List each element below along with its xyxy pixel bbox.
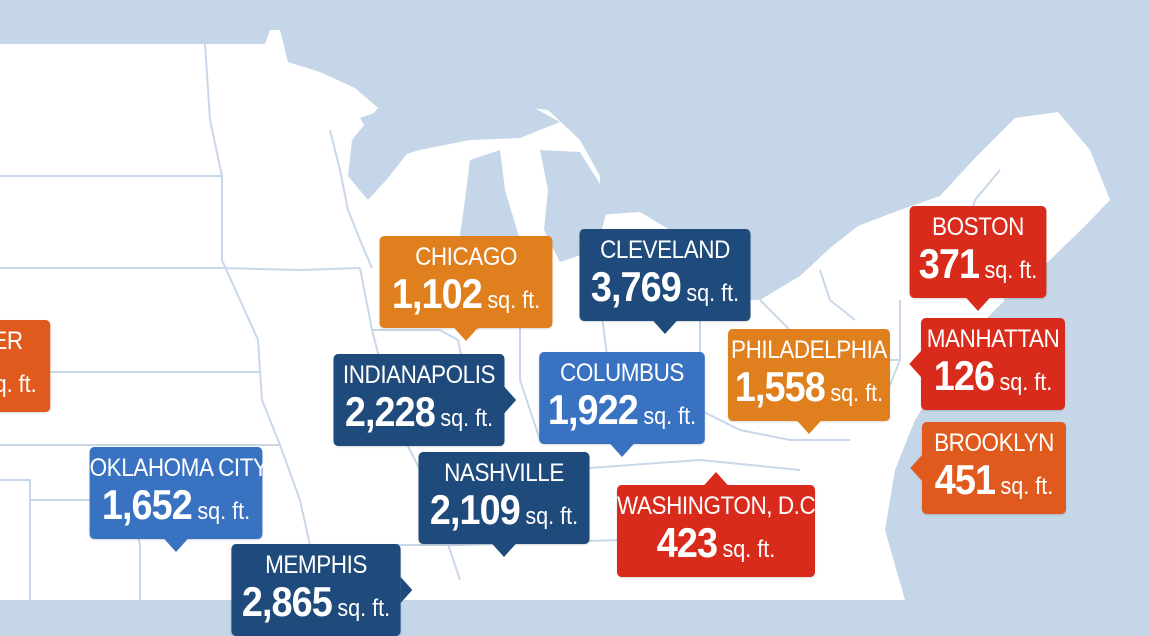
size-value: 2,865 xyxy=(241,578,333,625)
marker-nashville[interactable]: NASHVILLE 2,109 sq. ft. xyxy=(418,452,590,557)
size-line: 371 sq. ft. xyxy=(910,242,1047,296)
size-unit: sq. ft. xyxy=(984,257,1038,284)
size-line: 126 sq. ft. xyxy=(921,354,1065,408)
size-unit: sq. ft. xyxy=(197,498,251,525)
size-value: 2,228 xyxy=(344,388,436,435)
size-value: 371 xyxy=(918,240,980,287)
marker-pointer xyxy=(653,321,677,334)
size-line: sq. ft. xyxy=(0,356,50,410)
marker-oklahoma-city[interactable]: OKLAHOMA CITY 1,652 sq. ft. xyxy=(89,447,268,552)
size-line: 1,102 sq. ft. xyxy=(380,272,553,326)
size-line: 1,558 sq. ft. xyxy=(728,365,890,419)
city-name: MANHATTAN xyxy=(926,325,1060,353)
size-value: 451 xyxy=(934,456,996,503)
size-unit: sq. ft. xyxy=(487,287,541,314)
marker-brooklyn[interactable]: BROOKLYN 451 sq. ft. xyxy=(910,422,1066,514)
size-value: 3,769 xyxy=(590,263,682,310)
city-name: BOSTON xyxy=(932,213,1024,241)
size-line: 2,109 sq. ft. xyxy=(419,488,590,542)
city-name: COLUMBUS xyxy=(560,359,684,387)
size-unit: sq. ft. xyxy=(440,405,494,432)
city-name: CLEVELAND xyxy=(600,236,730,264)
marker-boston[interactable]: BOSTON 371 sq. ft. xyxy=(909,206,1047,311)
size-value: 423 xyxy=(656,519,718,566)
size-line: 423 sq. ft. xyxy=(617,521,815,575)
marker-memphis[interactable]: MEMPHIS 2,865 sq. ft. xyxy=(231,544,413,636)
marker-pointer xyxy=(966,298,990,311)
size-value: 1,922 xyxy=(547,386,639,433)
marker-pointer xyxy=(910,455,922,481)
lake-superior xyxy=(360,100,560,160)
marker-cleveland[interactable]: CLEVELAND 3,769 sq. ft. xyxy=(579,229,751,334)
city-name: OKLAHOMA CITY xyxy=(89,454,268,482)
marker-pointer xyxy=(454,328,478,341)
size-line: 1,652 sq. ft. xyxy=(90,483,263,537)
size-value: 126 xyxy=(933,352,995,399)
size-line: 451 sq. ft. xyxy=(922,458,1066,512)
marker-pointer xyxy=(164,539,188,552)
size-value: 2,109 xyxy=(429,486,521,533)
size-unit: sq. ft. xyxy=(0,371,37,398)
lake-ontario xyxy=(730,254,812,282)
size-unit: sq. ft. xyxy=(686,280,740,307)
marker-columbus[interactable]: COLUMBUS 1,922 sq. ft. xyxy=(539,352,705,457)
marker-washington-dc[interactable]: WASHINGTON, D.C. 423 sq. ft. xyxy=(617,472,822,577)
size-value: 1,652 xyxy=(101,481,193,528)
marker-pointer xyxy=(400,577,413,603)
size-unit: sq. ft. xyxy=(643,403,697,430)
size-line: 2,865 sq. ft. xyxy=(231,580,400,634)
marker-manhattan[interactable]: MANHATTAN 126 sq. ft. xyxy=(909,318,1065,410)
size-unit: sq. ft. xyxy=(999,369,1053,396)
marker-pointer xyxy=(504,387,517,413)
us-landmass xyxy=(0,30,1110,600)
marker-indianapolis[interactable]: INDIANAPOLIS 2,228 sq. ft. xyxy=(333,354,517,446)
city-name: CHICAGO xyxy=(415,243,517,271)
size-line: 3,769 sq. ft. xyxy=(580,265,751,319)
city-name: MEMPHIS xyxy=(265,551,367,579)
city-name: WASHINGTON, D.C. xyxy=(617,492,822,520)
marker-philadelphia[interactable]: PHILADELPHIA 1,558 sq. ft. xyxy=(728,329,890,434)
marker-pointer xyxy=(797,421,821,434)
marker-chicago[interactable]: CHICAGO 1,102 sq. ft. xyxy=(379,236,553,341)
city-name: ER xyxy=(0,327,23,355)
size-value: 1,102 xyxy=(391,270,483,317)
size-unit: sq. ft. xyxy=(1000,473,1054,500)
marker-pointer xyxy=(610,444,634,457)
marker-pointer xyxy=(492,544,516,557)
marker-pointer xyxy=(909,351,921,377)
size-value: 1,558 xyxy=(734,363,826,410)
size-line: 1,922 sq. ft. xyxy=(539,388,705,442)
city-name: INDIANAPOLIS xyxy=(342,361,496,389)
size-unit: sq. ft. xyxy=(337,595,391,622)
size-unit: sq. ft. xyxy=(525,503,579,530)
city-name: PHILADELPHIA xyxy=(731,336,887,364)
size-unit: sq. ft. xyxy=(722,536,776,563)
city-name: NASHVILLE xyxy=(444,459,564,487)
city-name: BROOKLYN xyxy=(934,429,1054,457)
size-line: 2,228 sq. ft. xyxy=(334,390,505,444)
size-unit: sq. ft. xyxy=(830,380,884,407)
marker-pointer xyxy=(704,472,728,485)
marker-partial-left[interactable]: ER sq. ft. xyxy=(0,320,51,412)
